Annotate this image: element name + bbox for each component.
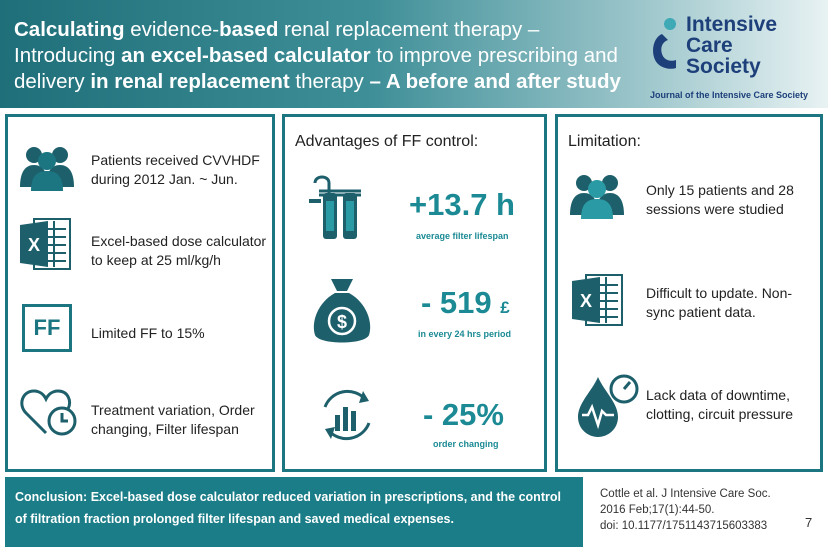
- logo-wordmark: Intensive Care Society: [686, 14, 777, 77]
- methods-panel: Patients received CVVHDF during 2012 Jan…: [5, 114, 275, 472]
- title-part: delivery: [14, 70, 91, 93]
- citation: Cottle et al. J Intensive Care Soc. 2016…: [600, 486, 790, 534]
- svg-text:X: X: [28, 235, 40, 255]
- stat-value: +13.7 h: [409, 187, 515, 223]
- title-part: therapy: [289, 70, 364, 93]
- citation-line: 2016 Feb;17(1):44-50.: [600, 504, 715, 516]
- title-part: an excel-based calculator: [121, 44, 371, 67]
- title-part: evidence-: [124, 18, 220, 41]
- bar-cycle-icon: [323, 389, 371, 441]
- title-part: Calculating: [14, 18, 125, 41]
- title-part: to improve prescribing and: [370, 44, 618, 67]
- method-text: Treatment variation, Order changing, Fil…: [91, 402, 255, 437]
- page-number: 7: [805, 515, 813, 530]
- ff-icon-label: FF: [33, 315, 61, 340]
- advantages-panel: Advantages of FF control: +13.7 h averag…: [282, 114, 547, 472]
- stat-label: in every 24 hrs period: [418, 329, 512, 339]
- logo-line: Intensive: [686, 13, 778, 36]
- page-title: Calculating evidence-based renal replace…: [14, 17, 634, 95]
- method-text: Patients received CVVHDF during 2012 Jan…: [91, 152, 260, 187]
- method-text: Excel-based dose calculator to keep at 2…: [91, 233, 267, 268]
- method-text: Limited FF to 15%: [91, 325, 205, 341]
- people-icon: [20, 147, 74, 191]
- excel-icon: X: [20, 218, 71, 270]
- citation-line: Cottle et al. J Intensive Care Soc.: [600, 488, 771, 500]
- stat-value: - 519 £: [421, 285, 510, 321]
- logo-line: Care: [686, 34, 733, 57]
- panel-title: Advantages of FF control:: [295, 133, 479, 150]
- journal-name: Journal of the Intensive Care Society: [650, 90, 809, 100]
- money-bag-icon: $: [313, 279, 371, 343]
- stat-number: - 519: [421, 285, 492, 320]
- title-part: renal replacement therapy –: [278, 18, 540, 41]
- limitation-text: Lack data of downtime, clotting, circuit…: [646, 387, 794, 422]
- stat-label: average filter lifespan: [416, 231, 509, 241]
- title-part: – A before and after study: [363, 70, 621, 93]
- limitations-panel: Limitation: Only 15 patients and 28 sess…: [555, 114, 823, 472]
- people-icon: [570, 175, 624, 219]
- excel-icon: X: [572, 274, 623, 326]
- heart-clock-icon: [20, 389, 77, 436]
- title-part: based: [219, 18, 279, 41]
- panel-title: Limitation:: [568, 133, 641, 150]
- limitation-text: Only 15 patients and 28 sessions were st…: [646, 182, 794, 217]
- drop-gauge-icon: [578, 374, 639, 437]
- citation-line: doi: 10.1177/1751143715603383: [600, 520, 768, 532]
- stat-number: - 25%: [423, 397, 504, 432]
- svg-text:X: X: [580, 291, 592, 311]
- stat-label: order changing: [433, 439, 499, 449]
- logo-line: Society: [686, 55, 761, 78]
- svg-text:$: $: [337, 312, 347, 332]
- ff-icon: FF: [22, 304, 72, 352]
- ics-logo[interactable]: Intensive Care Society Journal of the In…: [648, 14, 824, 104]
- stat-number: +13.7 h: [409, 187, 515, 222]
- stat-unit: £: [500, 298, 510, 317]
- ics-logo-mark-icon: [653, 18, 676, 69]
- conclusion-box: Conclusion: Excel-based dose calculator …: [5, 477, 583, 547]
- stat-value: - 25%: [423, 397, 504, 433]
- filter-icon: [309, 175, 361, 239]
- title-part: in renal replacement: [90, 70, 290, 93]
- limitation-text: Difficult to update. Non-sync patient da…: [646, 285, 793, 320]
- title-part: Introducing: [14, 44, 122, 67]
- header-banner: Calculating evidence-based renal replace…: [0, 0, 828, 108]
